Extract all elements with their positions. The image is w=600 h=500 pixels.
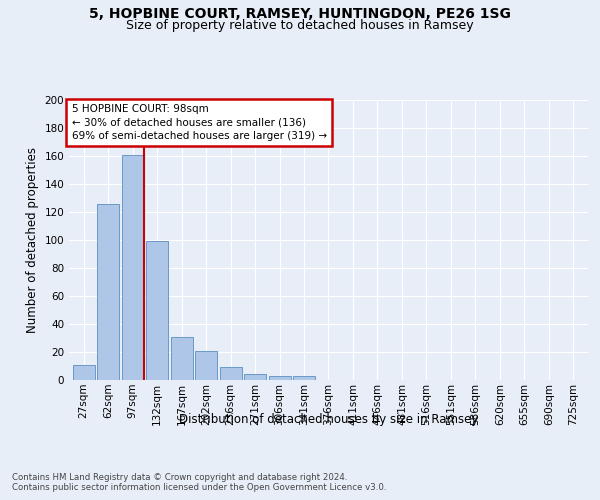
Bar xyxy=(244,374,266,380)
Bar xyxy=(146,242,168,380)
Bar xyxy=(97,204,119,380)
Bar xyxy=(122,154,143,380)
Text: Size of property relative to detached houses in Ramsey: Size of property relative to detached ho… xyxy=(126,18,474,32)
Text: 5, HOPBINE COURT, RAMSEY, HUNTINGDON, PE26 1SG: 5, HOPBINE COURT, RAMSEY, HUNTINGDON, PE… xyxy=(89,8,511,22)
Text: Distribution of detached houses by size in Ramsey: Distribution of detached houses by size … xyxy=(179,412,478,426)
Bar xyxy=(220,368,242,380)
Bar xyxy=(269,376,290,380)
Text: Contains HM Land Registry data © Crown copyright and database right 2024.
Contai: Contains HM Land Registry data © Crown c… xyxy=(12,472,386,492)
Text: 5 HOPBINE COURT: 98sqm
← 30% of detached houses are smaller (136)
69% of semi-de: 5 HOPBINE COURT: 98sqm ← 30% of detached… xyxy=(71,104,327,141)
Bar xyxy=(73,364,95,380)
Bar xyxy=(293,376,315,380)
Bar xyxy=(195,350,217,380)
Y-axis label: Number of detached properties: Number of detached properties xyxy=(26,147,39,333)
Bar xyxy=(170,336,193,380)
